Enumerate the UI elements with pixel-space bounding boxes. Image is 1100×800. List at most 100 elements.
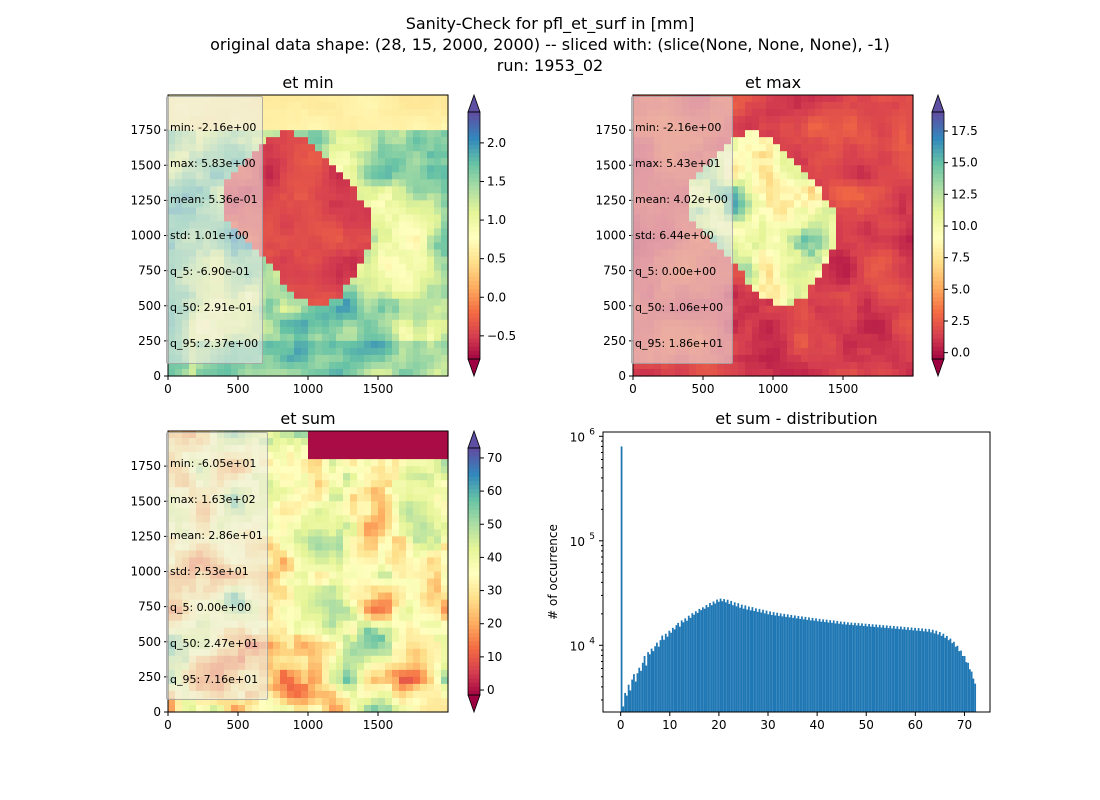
heatmap-cell: [357, 592, 365, 601]
heatmap-cell: [836, 123, 844, 131]
heatmap-cell: [329, 592, 337, 601]
heatmap-cell: [399, 613, 407, 622]
heatmap-cell: [406, 347, 414, 356]
heatmap-cell: [196, 704, 204, 713]
heatmap-cell: [294, 683, 302, 692]
heatmap-cell: [413, 543, 421, 552]
heatmap-cell: [906, 242, 914, 251]
heatmap-cell: [273, 592, 281, 601]
heatmap-cell: [322, 634, 330, 643]
heatmap-cell: [364, 557, 372, 566]
heatmap-cell: [196, 361, 204, 370]
heatmap-cell: [392, 676, 400, 685]
heatmap-cell: [745, 235, 753, 244]
heatmap-cell: [850, 263, 858, 272]
heatmap-cell: [378, 165, 386, 173]
heatmap-cell: [420, 263, 428, 272]
heatmap-cell: [836, 95, 844, 103]
heatmap-cell: [871, 186, 879, 194]
heatmap-cell: [752, 95, 760, 103]
heatmap-cell: [364, 592, 372, 601]
heatmap-cell: [420, 683, 428, 692]
heatmap-cell: [336, 571, 344, 580]
heatmap-cell: [329, 655, 337, 664]
heatmap-cell: [801, 116, 809, 124]
heatmap-cell: [857, 347, 865, 356]
heatmap-cell: [364, 277, 372, 286]
heatmap-cell: [822, 165, 830, 173]
heatmap-cell: [864, 158, 872, 166]
heatmap-cell: [308, 571, 316, 580]
heatmap-cell: [829, 354, 837, 363]
heatmap-cell: [441, 508, 449, 516]
heatmap-cell: [315, 452, 323, 460]
heatmap-cell: [343, 564, 351, 573]
heatmap-cell: [420, 620, 428, 629]
heatmap-cell: [787, 102, 795, 110]
heatmap-cell: [906, 235, 914, 244]
heatmap-cell: [759, 137, 767, 145]
heatmap-cell: [808, 179, 816, 187]
heatmap-cell: [385, 641, 393, 650]
heatmap-cell: [808, 284, 816, 293]
heatmap-cell: [787, 284, 795, 293]
heatmap-cell: [836, 130, 844, 138]
heatmap-cell: [759, 165, 767, 173]
heatmap-cell: [441, 193, 449, 201]
heatmap-cell: [280, 172, 288, 180]
heatmap-cell: [766, 116, 774, 124]
heatmap-cell: [392, 515, 400, 523]
heatmap-cell: [308, 655, 316, 664]
heatmap-cell: [385, 494, 393, 502]
heatmap-cell: [399, 263, 407, 272]
heatmap-cell: [899, 291, 907, 300]
heatmap-cell: [773, 270, 781, 279]
heatmap-cell: [787, 368, 795, 377]
heatmap-cell: [336, 333, 344, 342]
heatmap-cell: [420, 529, 428, 537]
heatmap-cell: [378, 361, 386, 370]
heatmap-cell: [836, 326, 844, 335]
heatmap-cell: [808, 116, 816, 124]
heatmap-cell: [371, 634, 379, 643]
heatmap-cell: [815, 326, 823, 335]
heatmap-cell: [794, 221, 802, 230]
heatmap-cell: [392, 249, 400, 258]
heatmap-cell: [773, 200, 781, 209]
heatmap-cell: [434, 585, 442, 594]
heatmap-cell: [787, 172, 795, 180]
heatmap-cell: [843, 214, 851, 223]
heatmap-cell: [752, 312, 760, 321]
heatmap-cell: [413, 312, 421, 321]
heatmap-cell: [287, 599, 295, 608]
heatmap-cell: [850, 291, 858, 300]
heatmap-cell: [640, 368, 648, 377]
heatmap-cell: [364, 613, 372, 622]
heatmap-cell: [168, 697, 176, 706]
heatmap-cell: [745, 165, 753, 173]
heatmap-cell: [315, 340, 323, 349]
heatmap-cell: [801, 319, 809, 328]
heatmap-cell: [878, 312, 886, 321]
heatmap-cell: [392, 466, 400, 474]
heatmap-cell: [378, 641, 386, 650]
heatmap-cell: [420, 690, 428, 699]
heatmap-cell: [308, 592, 316, 601]
heatmap-cell: [787, 270, 795, 279]
heatmap-cell: [231, 704, 239, 713]
heatmap-cell: [329, 431, 337, 439]
heatmap-cell: [808, 340, 816, 349]
heatmap-cell: [801, 186, 809, 194]
heatmap-cell: [273, 319, 281, 328]
heatmap-cell: [794, 368, 802, 377]
heatmap-cell: [392, 585, 400, 594]
heatmap-cell: [329, 466, 337, 474]
heatmap-cell: [829, 200, 837, 209]
heatmap-cell: [238, 704, 246, 713]
heatmap-cell: [385, 662, 393, 671]
heatmap-cell: [738, 326, 746, 335]
heatmap-cell: [273, 95, 281, 103]
heatmap-cell: [406, 599, 414, 608]
heatmap-cell: [364, 165, 372, 173]
heatmap-cell: [287, 151, 295, 159]
